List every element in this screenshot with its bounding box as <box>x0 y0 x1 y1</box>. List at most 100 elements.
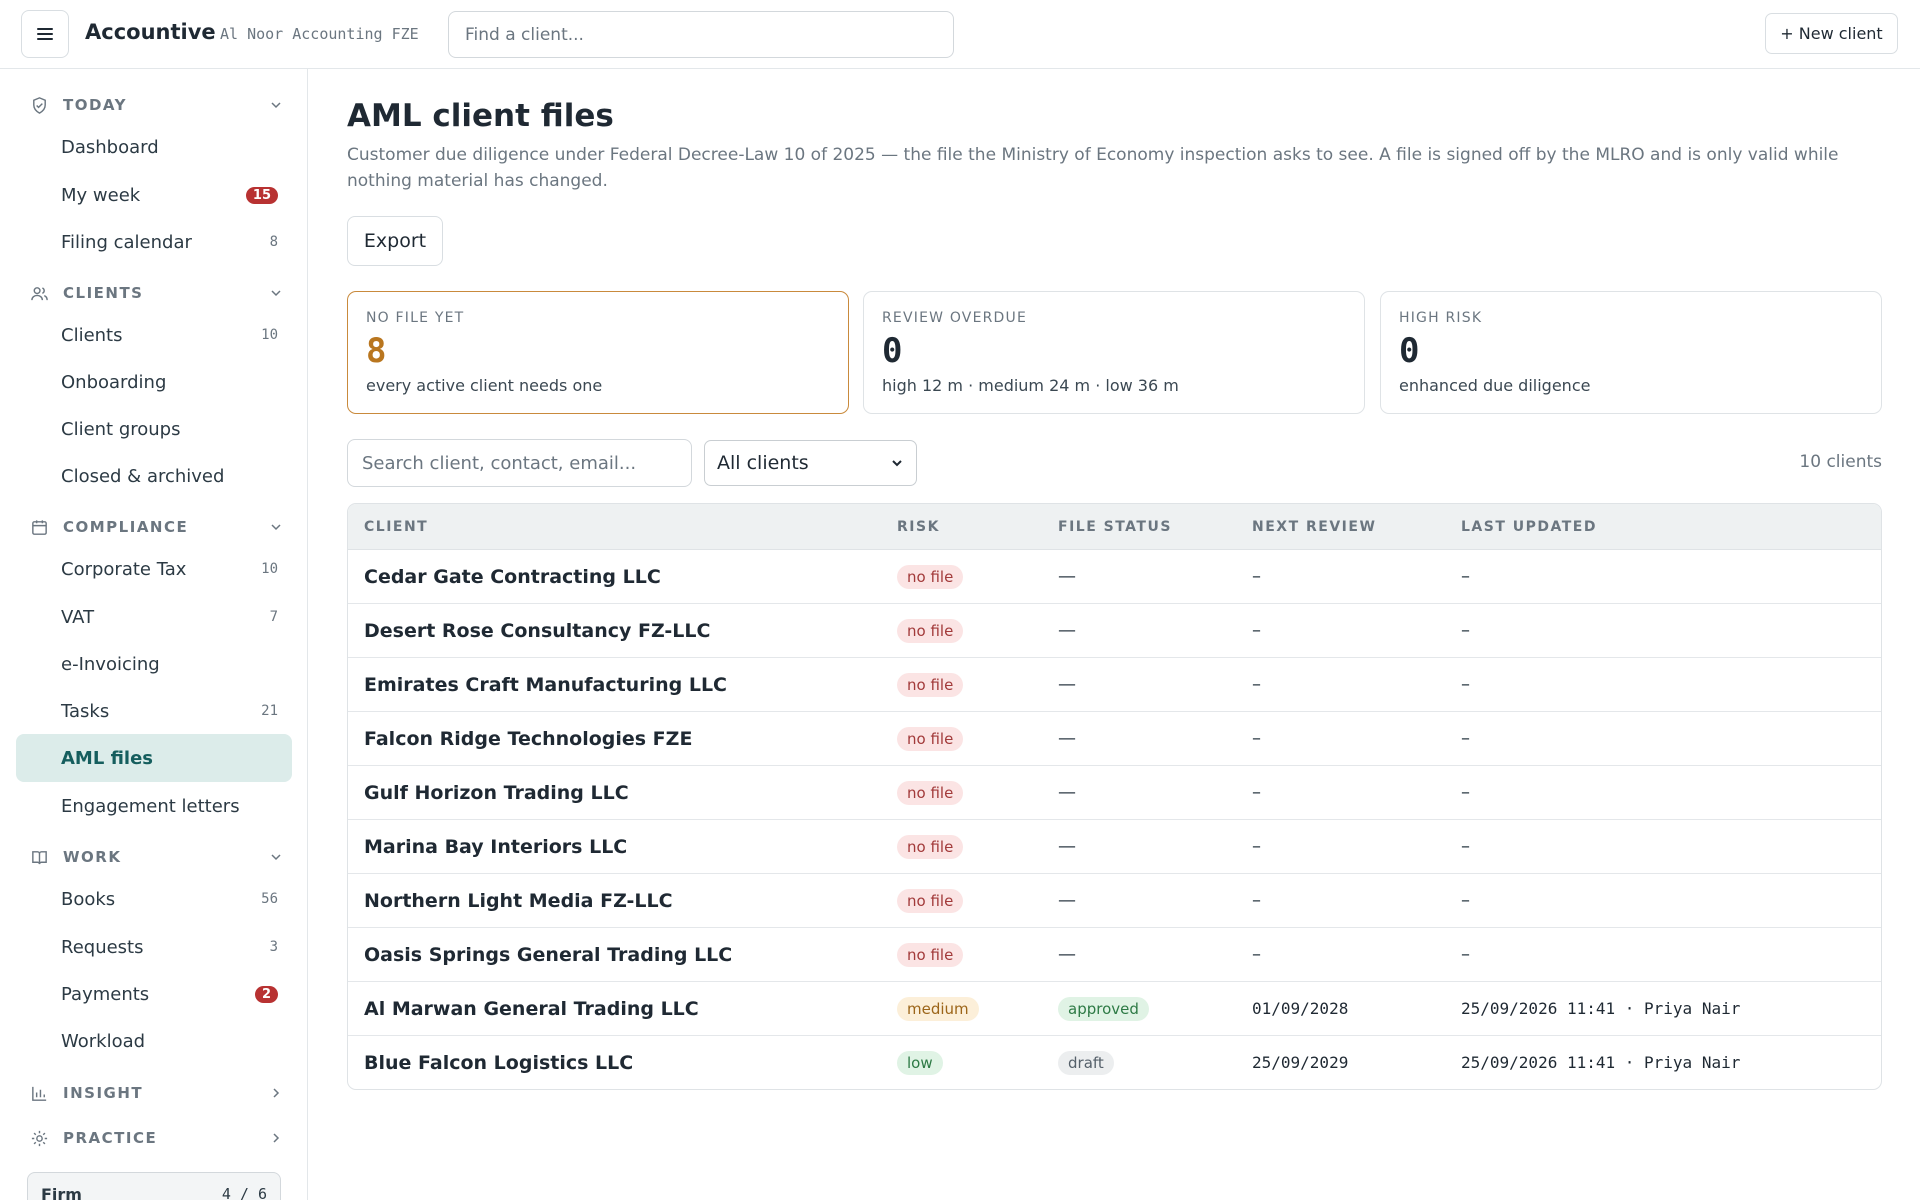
table-row[interactable]: Emirates Craft Manufacturing LLC no file —… <box>348 658 1881 712</box>
last-updated-cell: – <box>1461 550 1470 603</box>
last-updated-cell: – <box>1461 712 1470 765</box>
risk-badge: no file <box>897 726 964 751</box>
next-review: – <box>1252 566 1261 587</box>
risk-badge: no file <box>897 780 964 805</box>
section-practice[interactable]: PRACTICE <box>29 1124 284 1152</box>
client-name[interactable]: Cedar Gate Contracting LLC <box>364 565 661 588</box>
client-name[interactable]: Blue Falcon Logistics LLC <box>364 1051 634 1074</box>
sidebar-item-closed-archived[interactable]: Closed & archived <box>16 452 292 500</box>
table-row[interactable]: Cedar Gate Contracting LLC no file — – – <box>348 550 1881 604</box>
section-clients[interactable]: CLIENTS <box>29 279 284 307</box>
export-button[interactable]: Export <box>347 216 443 266</box>
client-name[interactable]: Marina Bay Interiors LLC <box>364 835 628 858</box>
column-header-risk[interactable]: RISK <box>897 519 940 535</box>
chevron-right-icon <box>273 1133 280 1143</box>
sidebar-item-engagement-letters[interactable]: Engagement letters <box>16 782 292 830</box>
firm-seat-box[interactable]: Firm 4 / 6 <box>27 1172 281 1200</box>
last-updated: 25/09/2026 11:41 · Priya Nair <box>1461 999 1741 1018</box>
chevron-down-icon <box>892 460 902 467</box>
sidebar-item-label: My week <box>61 184 141 206</box>
section-label: PRACTICE <box>63 1129 158 1147</box>
table-row[interactable]: Northern Light Media FZ-LLC no file — – – <box>348 874 1881 928</box>
stat-card-high-risk[interactable]: HIGH RISK 0 enhanced due diligence <box>1380 291 1882 414</box>
column-header-file-status[interactable]: FILE STATUS <box>1058 519 1172 535</box>
sidebar-item-aml-files[interactable]: AML files <box>16 734 292 782</box>
sidebar-item-my-week[interactable]: My week 15 <box>16 171 292 219</box>
table-row[interactable]: Al Marwan General Trading LLC medium appro… <box>348 982 1881 1036</box>
client-name-cell: Marina Bay Interiors LLC <box>364 820 627 873</box>
table-row[interactable]: Oasis Springs General Trading LLC no file… <box>348 928 1881 982</box>
file-status-cell: — <box>1058 604 1076 657</box>
client-name[interactable]: Gulf Horizon Trading LLC <box>364 781 629 804</box>
sidebar-item-workload[interactable]: Workload <box>16 1017 292 1065</box>
risk-badge: no file <box>897 564 964 589</box>
file-status-cell: — <box>1058 712 1076 765</box>
stat-card-review-overdue[interactable]: REVIEW OVERDUE 0 high 12 m · medium 24 m… <box>863 291 1365 414</box>
filter-search-input[interactable] <box>347 439 692 487</box>
section-compliance[interactable]: COMPLIANCE <box>29 513 284 541</box>
sidebar-item-corporate-tax[interactable]: Corporate Tax 10 <box>16 545 292 593</box>
item-count: 10 <box>261 327 278 343</box>
next-review: – <box>1252 728 1261 749</box>
section-work[interactable]: WORK <box>29 843 284 871</box>
select-value: All clients <box>717 452 809 474</box>
sidebar-item-filing-calendar[interactable]: Filing calendar 8 <box>16 218 292 266</box>
sidebar-item-label: Corporate Tax <box>61 558 187 580</box>
section-insight[interactable]: INSIGHT <box>29 1079 284 1107</box>
table-row[interactable]: Falcon Ridge Technologies FZE no file — – – <box>348 712 1881 766</box>
sidebar-item-label: Books <box>61 888 116 910</box>
item-count: 56 <box>261 891 278 907</box>
sidebar-item-label: e-Invoicing <box>61 653 160 675</box>
client-search-input[interactable] <box>448 11 954 58</box>
table-body: Cedar Gate Contracting LLC no file — – – Dese… <box>348 550 1881 1089</box>
table-row[interactable]: Gulf Horizon Trading LLC no file — – – <box>348 766 1881 820</box>
risk-badge: no file <box>897 834 964 859</box>
client-name[interactable]: Northern Light Media FZ-LLC <box>364 889 673 912</box>
sidebar-item-clients[interactable]: Clients 10 <box>16 311 292 359</box>
file-status: — <box>1058 728 1076 749</box>
client-name[interactable]: Oasis Springs General Trading LLC <box>364 943 733 966</box>
client-name-cell: Gulf Horizon Trading LLC <box>364 766 629 819</box>
new-client-button[interactable]: + New client <box>1765 13 1898 54</box>
sidebar-item-client-groups[interactable]: Client groups <box>16 405 292 453</box>
next-review: – <box>1252 620 1261 641</box>
next-review: 25/09/2029 <box>1252 1053 1349 1072</box>
sidebar-item-tasks[interactable]: Tasks 21 <box>16 687 292 735</box>
client-name[interactable]: Desert Rose Consultancy FZ-LLC <box>364 619 711 642</box>
sidebar-item-payments[interactable]: Payments 2 <box>16 970 292 1018</box>
stat-card-no-file[interactable]: NO FILE YET 8 every active client needs … <box>347 291 849 414</box>
client-name[interactable]: Falcon Ridge Technologies FZE <box>364 727 693 750</box>
client-name[interactable]: Emirates Craft Manufacturing LLC <box>364 673 727 696</box>
table-row[interactable]: Desert Rose Consultancy FZ-LLC no file — – – <box>348 604 1881 658</box>
client-name[interactable]: Al Marwan General Trading LLC <box>364 997 699 1020</box>
sidebar-item-vat[interactable]: VAT 7 <box>16 593 292 641</box>
section-label: WORK <box>63 848 122 866</box>
sidebar-item-requests[interactable]: Requests 3 <box>16 923 292 971</box>
sidebar-item-label: Tasks <box>61 700 110 722</box>
app-brand: Accountive <box>85 20 216 44</box>
next-review: 01/09/2028 <box>1252 999 1349 1018</box>
column-header-next-review[interactable]: NEXT REVIEW <box>1252 519 1377 535</box>
column-header-client[interactable]: CLIENT <box>364 519 429 535</box>
next-review: – <box>1252 836 1261 857</box>
sidebar-item-label: Payments <box>61 983 150 1005</box>
file-status-cell: — <box>1058 658 1076 711</box>
table-row[interactable]: Marina Bay Interiors LLC no file — – – <box>348 820 1881 874</box>
stat-value: 8 <box>366 331 387 371</box>
sidebar-item-dashboard[interactable]: Dashboard <box>16 123 292 171</box>
sidebar-item-label: Closed & archived <box>61 465 225 487</box>
column-header-last-updated[interactable]: LAST UPDATED <box>1461 519 1597 535</box>
client-name-cell: Oasis Springs General Trading LLC <box>364 928 732 981</box>
table-row[interactable]: Blue Falcon Logistics LLC low draft 25/09/2… <box>348 1036 1881 1089</box>
risk-badge: no file <box>897 672 964 697</box>
risk-badge-cell: no file <box>897 604 964 657</box>
sidebar-item-onboarding[interactable]: Onboarding <box>16 358 292 406</box>
section-today[interactable]: TODAY <box>29 91 284 119</box>
file-status-cell: — <box>1058 820 1076 873</box>
section-label: INSIGHT <box>63 1084 144 1102</box>
menu-button[interactable] <box>21 10 69 58</box>
client-filter-select[interactable]: All clients <box>704 440 917 486</box>
sidebar-item-books[interactable]: Books 56 <box>16 875 292 923</box>
sidebar-item-e-invoicing[interactable]: e-Invoicing <box>16 640 292 688</box>
next-review-cell: – <box>1252 604 1261 657</box>
